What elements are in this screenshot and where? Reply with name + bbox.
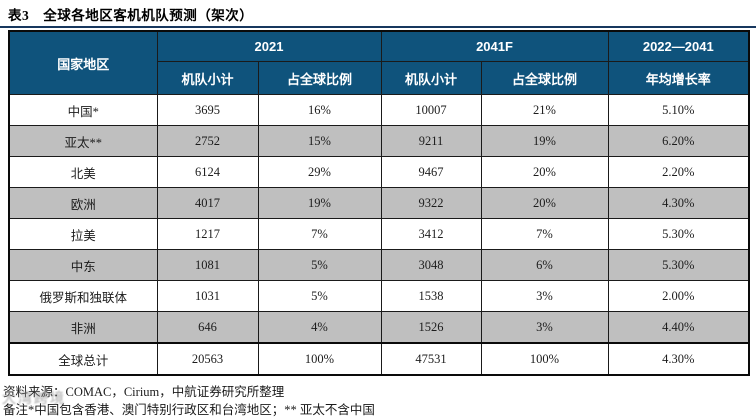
table-row-africa: 非洲 646 4% 1526 3% 4.40% [8,311,750,344]
cell-fleet-2021: 6124 [156,156,259,188]
cell-share-2021: 16% [257,94,382,126]
cell-share-2041: 19% [480,125,609,157]
cell-fleet-2021: 646 [156,311,259,344]
header-fleet-2021: 机队小计 [156,61,259,95]
cell-region: 中东 [8,249,158,281]
cell-fleet-2021: 1081 [156,249,259,281]
cell-region: 非洲 [8,311,158,344]
header-group-2041f: 2041F [380,30,609,62]
table-row-middle-east: 中东 1081 5% 3048 6% 5.30% [8,249,750,281]
cell-fleet-2021: 20563 [156,342,259,376]
cell-share-2041: 20% [480,156,609,188]
cell-share-2041: 3% [480,280,609,312]
data-source-note: 资料来源：COMAC，Cirium，中航证券研究所整理 [3,385,285,399]
cell-fleet-2021: 3695 [156,94,259,126]
cell-region: 亚太** [8,125,158,157]
cell-fleet-2021: 2752 [156,125,259,157]
cell-fleet-2021: 1217 [156,218,259,250]
cell-share-2021: 5% [257,249,382,281]
cell-region: 俄罗斯和独联体 [8,280,158,312]
cell-cagr: 5.10% [607,94,750,126]
header-region: 国家地区 [8,30,158,95]
cell-cagr: 4.30% [607,342,750,376]
table-title: 表3 全球各地区客机机队预测（架次） [8,8,254,23]
cell-fleet-2041: 47531 [380,342,482,376]
header-cagr: 年均增长率 [607,61,750,95]
cell-share-2041: 20% [480,187,609,219]
table-row-latin-america: 拉美 1217 7% 3412 7% 5.30% [8,218,750,250]
cell-fleet-2041: 3412 [380,218,482,250]
cell-fleet-2041: 3048 [380,249,482,281]
cell-fleet-2041: 9322 [380,187,482,219]
cell-share-2021: 19% [257,187,382,219]
cell-region: 欧洲 [8,187,158,219]
title-divider [0,26,756,28]
table-row-asia-pacific: 亚太** 2752 15% 9211 19% 6.20% [8,125,750,157]
cell-cagr: 4.40% [607,311,750,344]
header-group-2021: 2021 [156,30,382,62]
cell-region: 全球总计 [8,342,158,376]
header-group-cagr: 2022—2041 [607,30,750,62]
cell-cagr: 2.00% [607,280,750,312]
cell-cagr: 2.20% [607,156,750,188]
table-row-global-total: 全球总计 20563 100% 47531 100% 4.30% [8,342,750,376]
cell-share-2041: 7% [480,218,609,250]
cell-share-2021: 15% [257,125,382,157]
cell-fleet-2041: 9211 [380,125,482,157]
cell-cagr: 5.30% [607,218,750,250]
header-share-2021: 占全球比例 [257,61,382,95]
table-row-north-america: 北美 6124 29% 9467 20% 2.20% [8,156,750,188]
fleet-forecast-table: 国家地区 2021 2041F 2022—2041 机队小计 占全球比例 机队小… [8,30,751,376]
cell-cagr: 4.30% [607,187,750,219]
cell-fleet-2041: 1538 [380,280,482,312]
cell-fleet-2021: 1031 [156,280,259,312]
cell-share-2021: 5% [257,280,382,312]
cell-fleet-2041: 10007 [380,94,482,126]
cell-region: 拉美 [8,218,158,250]
cell-region: 中国* [8,94,158,126]
cell-share-2021: 29% [257,156,382,188]
cell-share-2041: 21% [480,94,609,126]
remark-note: 备注*中国包含香港、澳门特别行政区和台湾地区；** 亚太不含中国 [3,403,375,417]
table-row-russia-cis: 俄罗斯和独联体 1031 5% 1538 3% 2.00% [8,280,750,312]
cell-fleet-2021: 4017 [156,187,259,219]
cell-share-2041: 100% [480,342,609,376]
cell-fleet-2041: 9467 [380,156,482,188]
cell-cagr: 5.30% [607,249,750,281]
cell-share-2021: 4% [257,311,382,344]
cell-cagr: 6.20% [607,125,750,157]
table-row-china: 中国* 3695 16% 10007 21% 5.10% [8,94,750,126]
cell-region: 北美 [8,156,158,188]
cell-share-2041: 3% [480,311,609,344]
cell-fleet-2041: 1526 [380,311,482,344]
header-row-groups: 国家地区 2021 2041F 2022—2041 [8,30,750,95]
header-row-sub: 机队小计 占全球比例 机队小计 占全球比例 年均增长率 [9,61,750,95]
cell-share-2041: 6% [480,249,609,281]
cell-share-2021: 7% [257,218,382,250]
table-row-europe: 欧洲 4017 19% 9322 20% 4.30% [8,187,750,219]
cell-share-2021: 100% [257,342,382,376]
header-share-2041: 占全球比例 [480,61,609,95]
header-fleet-2041: 机队小计 [380,61,482,95]
